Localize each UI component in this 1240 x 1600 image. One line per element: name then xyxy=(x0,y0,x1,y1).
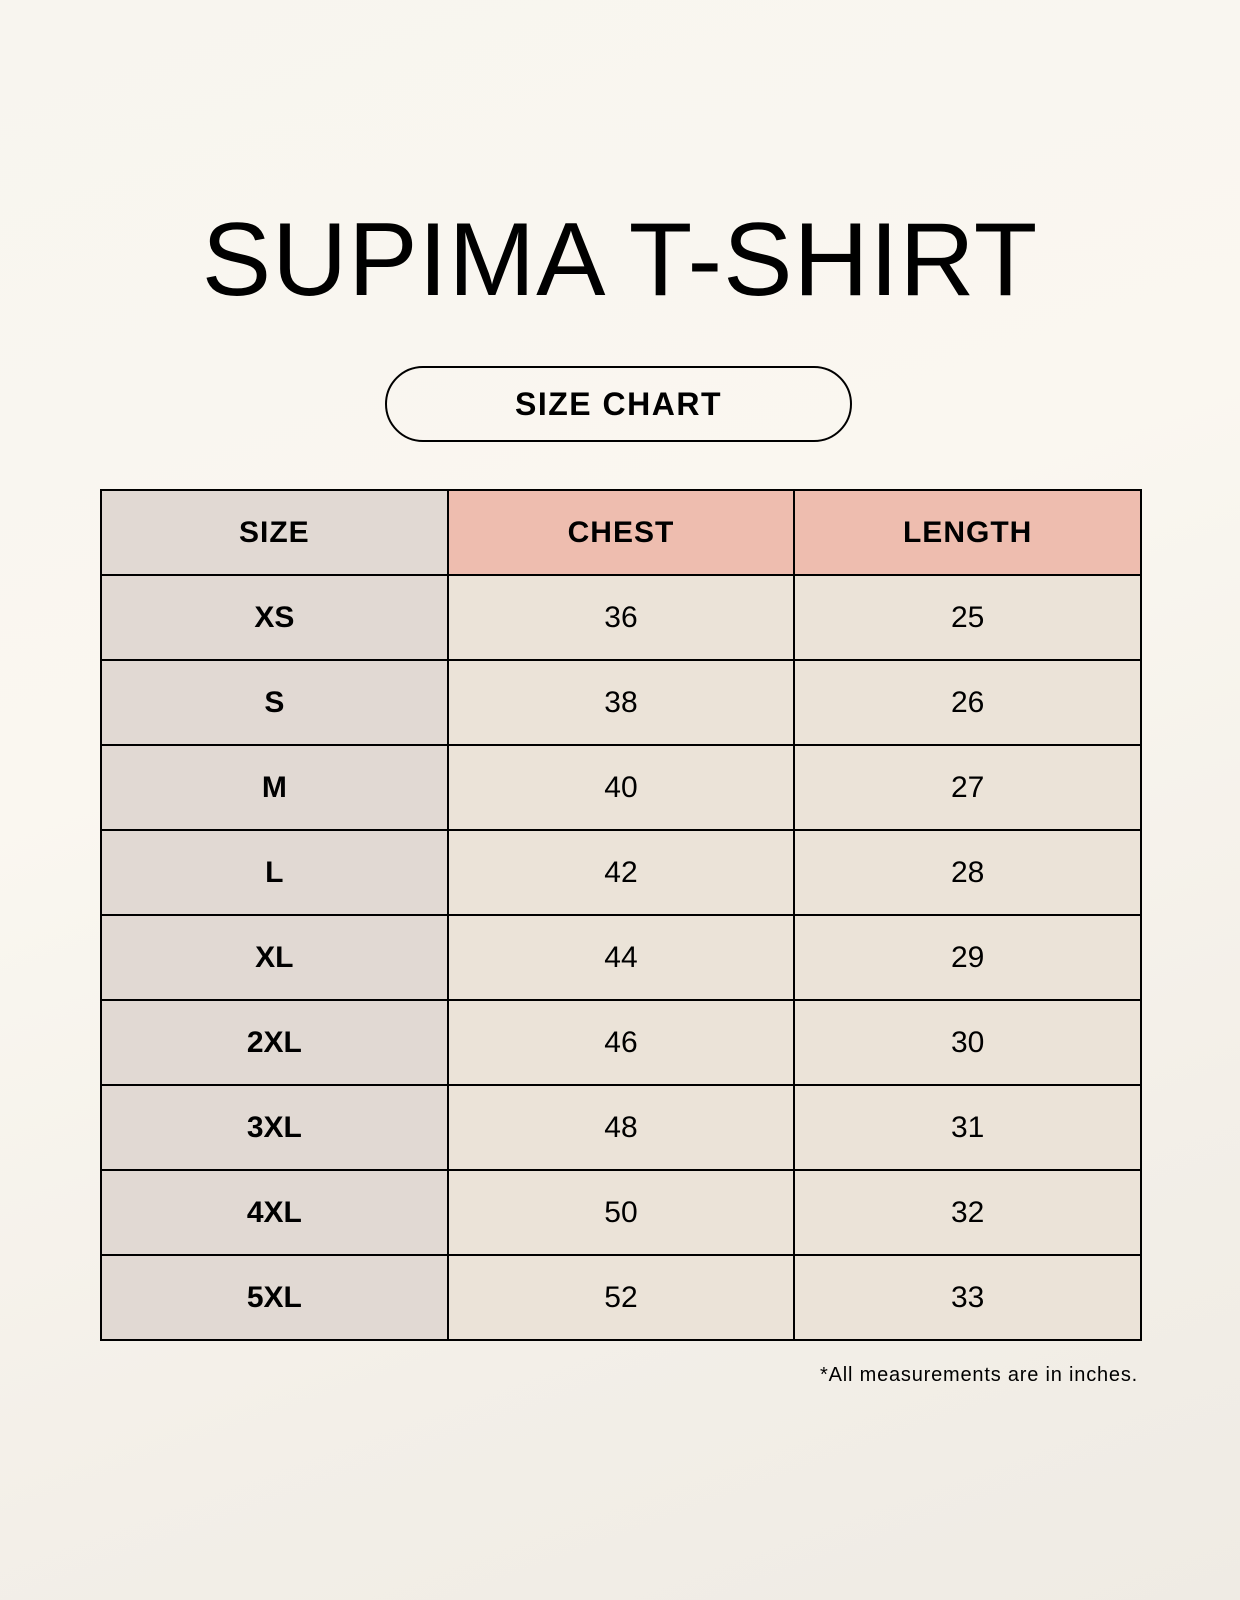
cell-size: M xyxy=(100,744,449,831)
size-chart-table: SIZE CHEST LENGTH XS 36 25 S 38 26 M 40 27 L 42 28 X… xyxy=(100,489,1142,1341)
cell-chest: 36 xyxy=(446,574,796,661)
cell-chest: 52 xyxy=(446,1254,796,1341)
table-row: XL 44 29 xyxy=(100,914,1142,1001)
size-chart-badge: SIZE CHART xyxy=(385,366,852,442)
cell-chest: 38 xyxy=(446,659,796,746)
cell-length: 27 xyxy=(793,744,1142,831)
cell-length: 30 xyxy=(793,999,1142,1086)
header-size: SIZE xyxy=(100,489,449,576)
table-row: 5XL 52 33 xyxy=(100,1254,1142,1341)
table-row: S 38 26 xyxy=(100,659,1142,746)
cell-size: 2XL xyxy=(100,999,449,1086)
cell-chest: 48 xyxy=(446,1084,796,1171)
cell-size: 4XL xyxy=(100,1169,449,1256)
cell-length: 25 xyxy=(793,574,1142,661)
cell-length: 31 xyxy=(793,1084,1142,1171)
cell-length: 33 xyxy=(793,1254,1142,1341)
cell-length: 32 xyxy=(793,1169,1142,1256)
table-row: 3XL 48 31 xyxy=(100,1084,1142,1171)
cell-chest: 40 xyxy=(446,744,796,831)
cell-length: 28 xyxy=(793,829,1142,916)
header-row: SIZE CHEST LENGTH xyxy=(100,489,1142,576)
header-chest: CHEST xyxy=(446,489,796,576)
cell-size: S xyxy=(100,659,449,746)
table-row: XS 36 25 xyxy=(100,574,1142,661)
cell-size: XL xyxy=(100,914,449,1001)
cell-length: 26 xyxy=(793,659,1142,746)
cell-size: 3XL xyxy=(100,1084,449,1171)
table-row: M 40 27 xyxy=(100,744,1142,831)
header-length: LENGTH xyxy=(793,489,1142,576)
cell-size: L xyxy=(100,829,449,916)
table-row: 2XL 46 30 xyxy=(100,999,1142,1086)
cell-chest: 44 xyxy=(446,914,796,1001)
cell-size: XS xyxy=(100,574,449,661)
table-row: L 42 28 xyxy=(100,829,1142,916)
table-row: 4XL 50 32 xyxy=(100,1169,1142,1256)
cell-size: 5XL xyxy=(100,1254,449,1341)
page-title: SUPIMA T-SHIRT xyxy=(201,202,1039,318)
cell-chest: 46 xyxy=(446,999,796,1086)
cell-length: 29 xyxy=(793,914,1142,1001)
footnote: *All measurements are in inches. xyxy=(820,1364,1138,1386)
cell-chest: 50 xyxy=(446,1169,796,1256)
cell-chest: 42 xyxy=(446,829,796,916)
